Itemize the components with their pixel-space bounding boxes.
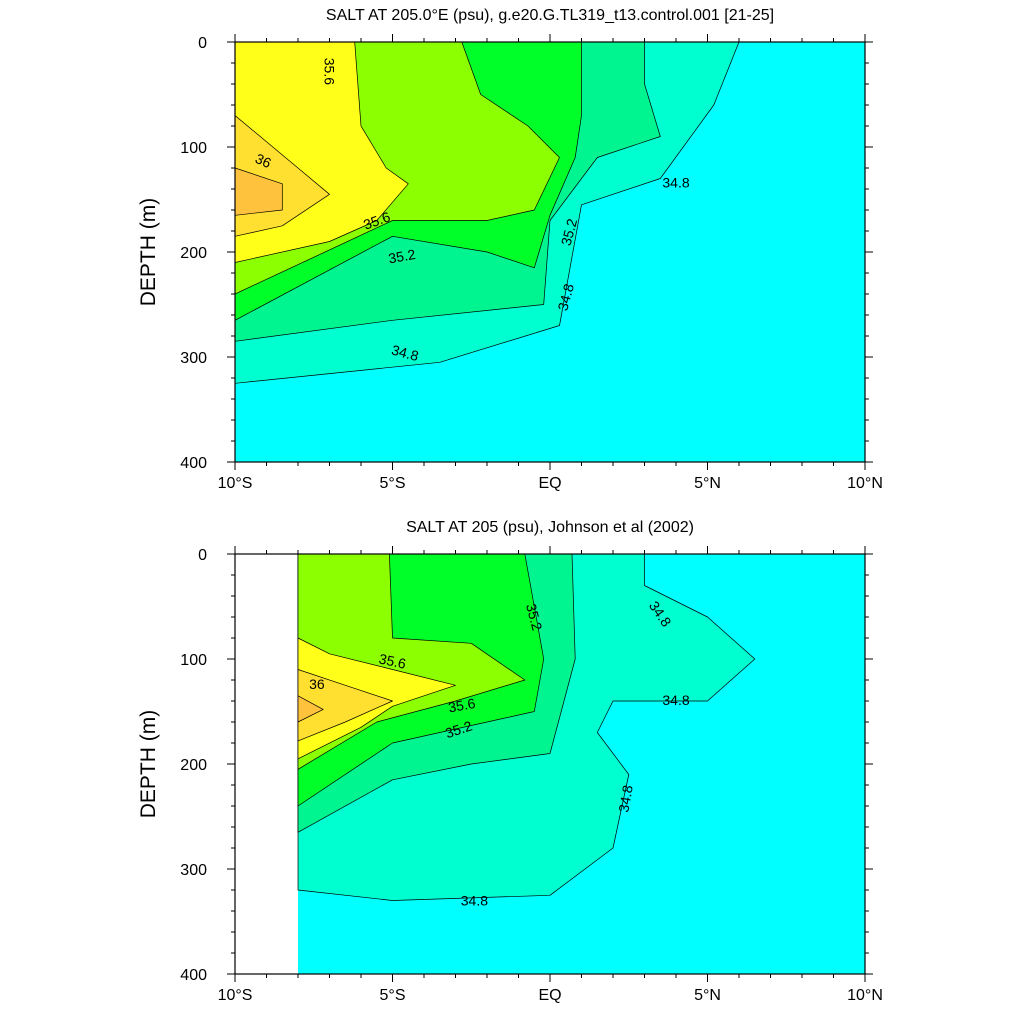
x-tick-label: 10°N (847, 475, 883, 492)
contour-label: 35.6 (447, 695, 477, 716)
contour-region-36 (235, 167, 283, 216)
contour-label: 34.8 (662, 692, 689, 708)
y-tick-label: 200 (180, 245, 207, 262)
contour-label: 35.2 (387, 246, 417, 267)
x-tick-label: 5°N (694, 987, 721, 1004)
y-axis-label: DEPTH (m) (137, 710, 160, 819)
contour-label: 34.8 (662, 175, 689, 191)
contour-label: 35.6 (322, 58, 338, 85)
y-tick-label: 300 (180, 862, 207, 879)
x-tick-label: 10°N (847, 987, 883, 1004)
x-tick-label: EQ (538, 987, 561, 1004)
contour-label: 36 (253, 150, 274, 171)
contour-label: 36 (309, 676, 325, 692)
y-tick-label: 0 (198, 35, 207, 52)
y-tick-label: 400 (180, 967, 207, 984)
contour-label: 35.2 (558, 217, 581, 248)
y-axis-label: DEPTH (m) (137, 198, 160, 307)
contour-label: 34.8 (615, 784, 636, 814)
contour-label: 35.2 (523, 602, 546, 633)
contour-label: 34.8 (554, 282, 577, 313)
contour-label: 34.8 (461, 893, 488, 909)
y-tick-label: 100 (180, 652, 207, 669)
chart-title: SALT AT 205.0°E (psu), g.e20.G.TL319_t13… (326, 7, 774, 24)
contour-label: 34.8 (390, 342, 421, 365)
x-tick-label: 5°N (694, 475, 721, 492)
chart-title: SALT AT 205 (psu), Johnson et al (2002) (406, 519, 694, 536)
x-tick-label: 10°S (218, 475, 253, 492)
x-tick-label: 5°S (380, 475, 406, 492)
contour-label: 35.6 (378, 650, 408, 671)
y-tick-label: 0 (198, 547, 207, 564)
x-tick-label: EQ (538, 475, 561, 492)
x-tick-label: 10°S (218, 987, 253, 1004)
x-tick-label: 5°S (380, 987, 406, 1004)
y-tick-label: 400 (180, 455, 207, 472)
contour-region-36 (297, 695, 324, 723)
y-tick-label: 100 (180, 140, 207, 157)
contour-region-35-8 (297, 669, 393, 742)
y-tick-label: 300 (180, 350, 207, 367)
y-tick-label: 200 (180, 757, 207, 774)
